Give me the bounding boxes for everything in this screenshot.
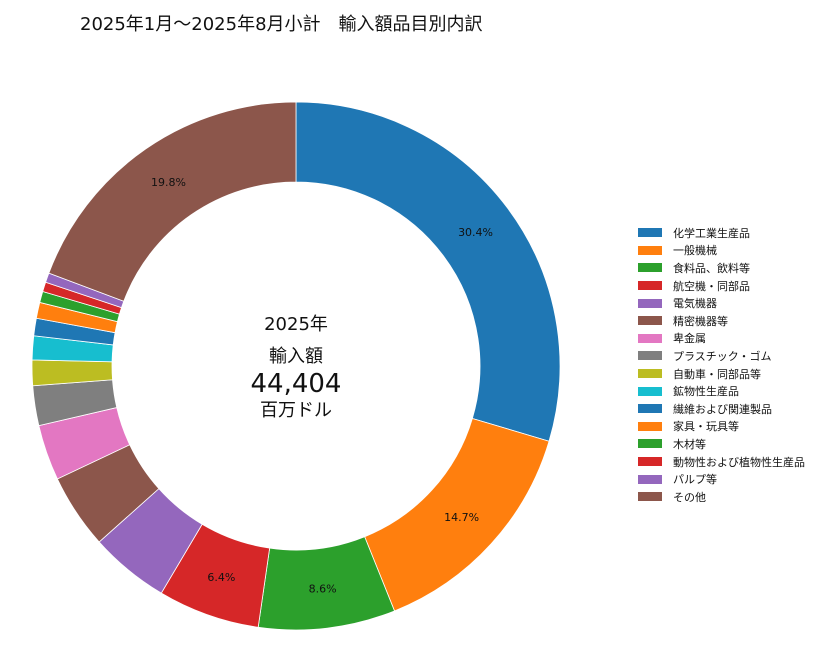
legend-swatch: [638, 404, 662, 414]
legend-item: 家具・玩具等: [638, 418, 805, 436]
legend-item: 一般機械: [638, 242, 805, 260]
center-text: 2025年 輸入額 44,404 百万ドル: [251, 314, 342, 421]
legend-label: 鉱物性生産品: [673, 385, 739, 399]
legend-label: 食料品、飲料等: [673, 261, 750, 275]
legend-item: 食料品、飲料等: [638, 259, 805, 277]
legend-swatch: [638, 263, 662, 273]
slice-1: [295, 101, 561, 442]
legend-label: 一般機械: [673, 244, 717, 258]
legend-label: その他: [673, 490, 706, 504]
slice-16: [48, 101, 297, 302]
legend-item: 動物性および植物性生産品: [638, 453, 805, 471]
legend-label: 航空機・同部品: [673, 279, 750, 293]
legend-swatch: [638, 316, 662, 326]
legend-item: 自動車・同部品等: [638, 365, 805, 383]
legend-label: 電気機器: [673, 297, 717, 311]
legend-swatch: [638, 351, 662, 361]
center-unit: 百万ドル: [260, 400, 332, 421]
percent-label-3: 8.6%: [309, 582, 337, 595]
percent-label-16: 19.8%: [151, 176, 186, 189]
legend-swatch: [638, 228, 662, 238]
legend-label: 動物性および植物性生産品: [673, 455, 805, 469]
legend-item: 電気機器: [638, 294, 805, 312]
chart-title: 2025年1月～2025年8月小計 輸入額品目別内訳: [80, 14, 483, 35]
legend-label: 卑金属: [673, 332, 706, 346]
percent-labels: 30.4% 14.7% 8.6% 6.4% 19.8%: [151, 176, 493, 596]
legend-swatch: [638, 298, 662, 308]
legend-item: 鉱物性生産品: [638, 382, 805, 400]
legend-label: プラスチック・ゴム: [673, 349, 772, 363]
percent-label-2: 14.7%: [444, 511, 479, 524]
legend: 化学工業生産品 一般機械食料品、飲料等 航空機・同部品 電気機器精密機器等卑金属プラス…: [638, 224, 805, 506]
center-value: 44,404: [251, 369, 342, 399]
percent-label-4: 6.4%: [207, 571, 235, 584]
legend-swatch: [638, 421, 662, 431]
legend-label: パルプ等: [673, 473, 717, 487]
legend-item: 木材等: [638, 435, 805, 453]
legend-item: パルプ等: [638, 470, 805, 488]
legend-swatch: [638, 492, 662, 502]
legend-swatch: [638, 369, 662, 379]
legend-label: 繊維および関連製品: [673, 402, 772, 416]
legend-label: 家具・玩具等: [673, 420, 739, 434]
center-year: 2025年: [264, 314, 328, 335]
legend-swatch: [638, 386, 662, 396]
legend-label: 化学工業生産品: [673, 226, 750, 240]
percent-label-1: 30.4%: [458, 226, 493, 239]
legend-label: 木材等: [673, 437, 706, 451]
legend-swatch: [638, 474, 662, 484]
legend-label: 精密機器等: [673, 314, 728, 328]
legend-item: 航空機・同部品: [638, 277, 805, 295]
slices: [31, 101, 561, 631]
legend-item: 繊維および関連製品: [638, 400, 805, 418]
legend-swatch: [638, 439, 662, 449]
legend-item: プラスチック・ゴム: [638, 347, 805, 365]
legend-item: 精密機器等: [638, 312, 805, 330]
legend-item: 卑金属: [638, 330, 805, 348]
legend-label: 自動車・同部品等: [673, 367, 761, 381]
legend-swatch: [638, 245, 662, 255]
legend-swatch: [638, 333, 662, 343]
legend-swatch: [638, 281, 662, 291]
legend-item: その他: [638, 488, 805, 506]
legend-swatch: [638, 457, 662, 467]
center-label: 輸入額: [269, 346, 323, 367]
legend-item: 化学工業生産品: [638, 224, 805, 242]
